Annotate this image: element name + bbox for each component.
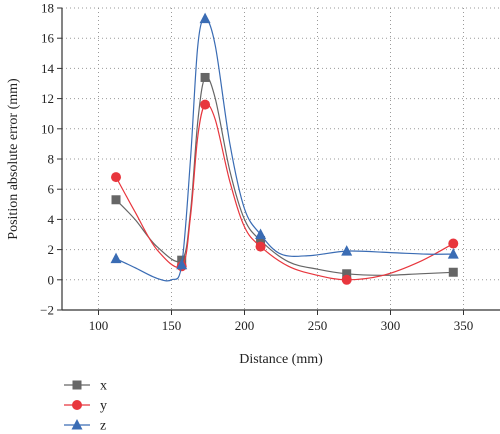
- y-axis-title: Position absolute error (mm): [6, 78, 21, 240]
- y-tick-label: 4: [48, 212, 55, 227]
- x-tick-label: 350: [454, 318, 474, 333]
- data-point-z: [176, 258, 188, 270]
- series: [110, 12, 459, 285]
- axes: 100 150 200 250 300 350 −2 0 2 4 6 8 10 12 14 16 18: [40, 1, 500, 333]
- data-point-y: [341, 274, 352, 285]
- data-point-z: [447, 248, 459, 259]
- y-tick-label: 8: [48, 152, 55, 167]
- data-point-z: [255, 228, 267, 239]
- y-tick-label: 0: [48, 272, 55, 287]
- y-tick-label: 2: [48, 242, 55, 257]
- series-z: [110, 12, 459, 282]
- series-y: [111, 99, 459, 285]
- data-point-x: [200, 72, 210, 82]
- data-point-x: [342, 269, 352, 279]
- legend-marker: [72, 380, 82, 390]
- data-point-z: [110, 252, 122, 264]
- legend-label: x: [100, 379, 107, 394]
- y-tick-label: 6: [48, 182, 55, 197]
- data-point-z: [341, 245, 353, 256]
- legend-marker: [72, 400, 82, 410]
- legend-marker: [71, 419, 83, 430]
- data-point-y: [111, 172, 122, 183]
- x-tick-label: 200: [235, 318, 255, 333]
- x-tick-label: 300: [381, 318, 401, 333]
- data-point-y: [448, 238, 459, 249]
- y-tick-label: 18: [41, 1, 54, 16]
- data-point-y: [255, 241, 266, 252]
- legend: xyz: [64, 379, 107, 434]
- x-tick-label: 100: [89, 318, 109, 333]
- y-tick-label: 10: [41, 121, 54, 136]
- legend-item-y: y: [64, 399, 107, 414]
- x-axis-title: Distance (mm): [239, 352, 323, 367]
- legend-item-z: z: [64, 419, 106, 434]
- data-point-x: [256, 236, 266, 246]
- series-line-x: [115, 76, 454, 276]
- data-point-x: [448, 267, 458, 277]
- legend-label: z: [100, 419, 106, 434]
- data-point-x: [111, 195, 121, 205]
- y-tick-label: −2: [40, 303, 54, 318]
- legend-item-x: x: [64, 379, 107, 394]
- y-tick-label: 16: [41, 31, 55, 46]
- x-tick-label: 150: [162, 318, 182, 333]
- y-tick-label: 12: [41, 91, 54, 106]
- data-point-z: [199, 12, 211, 24]
- series-line-y: [115, 103, 454, 281]
- y-tick-label: 14: [41, 61, 55, 76]
- x-tick-label: 250: [308, 318, 328, 333]
- legend-label: y: [100, 399, 107, 414]
- data-point-y: [200, 99, 211, 110]
